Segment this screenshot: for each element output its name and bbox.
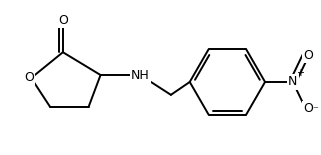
Text: ⁻: ⁻: [313, 106, 318, 116]
Text: O: O: [304, 102, 314, 115]
Text: N: N: [288, 75, 298, 89]
Text: NH: NH: [131, 69, 150, 82]
Text: O: O: [24, 71, 34, 84]
Text: O: O: [58, 14, 68, 27]
Text: +: +: [296, 68, 304, 78]
Text: O: O: [304, 49, 314, 62]
